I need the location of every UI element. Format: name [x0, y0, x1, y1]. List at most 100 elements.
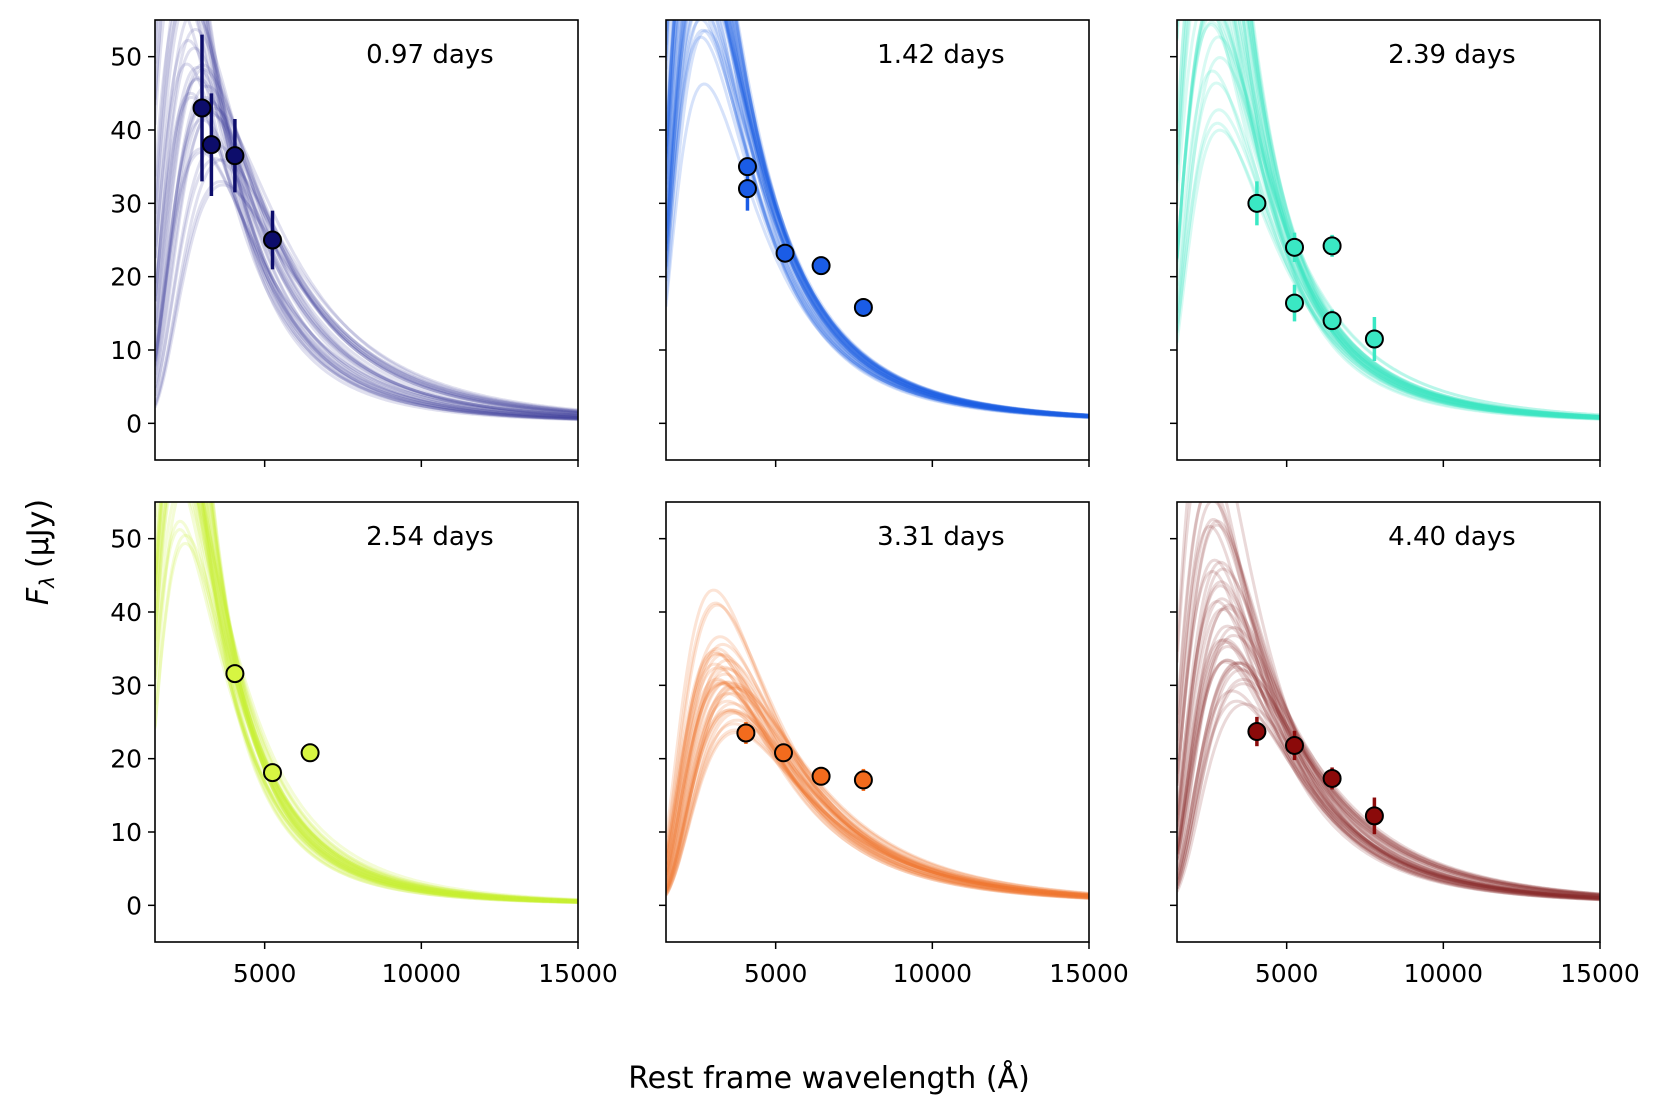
model-curve: [666, 20, 1089, 418]
y-tick-label: 20: [110, 263, 142, 292]
model-curve: [666, 708, 1089, 897]
model-curve: [155, 533, 578, 902]
model-curve: [155, 20, 578, 420]
model-curve: [1177, 607, 1600, 900]
model-curve: [1177, 584, 1600, 900]
model-curve: [155, 95, 578, 420]
model-curve: [1249, 20, 1600, 419]
model-curve: [155, 502, 578, 903]
data-points: [736, 722, 873, 791]
model-curve: [1177, 20, 1600, 420]
model-curve: [666, 699, 1089, 898]
model-curve: [666, 681, 1089, 899]
model-curve: [1177, 20, 1600, 418]
model-curve: [666, 710, 1089, 898]
model-curve: [155, 502, 578, 903]
model-curve: [1177, 603, 1600, 898]
x-tick-label: 15000: [538, 959, 618, 988]
model-curve: [666, 702, 1089, 897]
model-curve: [1177, 20, 1600, 419]
model-curve: [201, 502, 578, 905]
model-curve: [1177, 658, 1600, 900]
panel-label: 1.42 days: [877, 40, 1005, 70]
model-curve: [1177, 20, 1600, 419]
model-curve: [1177, 599, 1600, 901]
y-axis-title-sub: λ: [35, 576, 59, 589]
data-point: [853, 770, 873, 790]
model-curve: [1177, 517, 1600, 900]
model-curve: [666, 20, 1089, 419]
model-curve: [155, 38, 578, 419]
model-curve: [666, 20, 1089, 418]
model-curve: [209, 502, 578, 904]
x-tick-label: 15000: [1560, 959, 1640, 988]
model-curve: [203, 502, 578, 904]
model-curve: [155, 20, 578, 418]
model-curve: [155, 502, 578, 902]
model-curve: [666, 20, 1089, 418]
model-curve: [1177, 20, 1600, 419]
model-curve: [1177, 625, 1600, 897]
model-curve: [1177, 22, 1600, 419]
data-point: [853, 297, 873, 317]
model-curve: [155, 28, 578, 417]
model-curve: [1177, 638, 1600, 901]
model-curve: [666, 603, 1089, 898]
y-tick-label: 50: [110, 43, 142, 72]
model-curve: [666, 20, 1089, 417]
model-curve: [1249, 20, 1600, 420]
model-curves: [1177, 502, 1600, 902]
model-curve: [666, 677, 1089, 900]
model-curve: [155, 502, 578, 903]
model-curve: [155, 150, 578, 418]
model-curve: [1241, 20, 1600, 421]
model-curve: [666, 29, 1089, 417]
model-curve: [155, 84, 578, 414]
model-curve: [666, 708, 1089, 899]
panel-frame: [154, 501, 579, 943]
model-curve: [204, 502, 578, 904]
model-curve: [155, 108, 578, 415]
model-curve: [1177, 699, 1600, 899]
model-curve: [666, 20, 1089, 419]
data-point: [201, 135, 221, 155]
model-curve: [1177, 633, 1600, 897]
x-tick-label: 10000: [382, 959, 462, 988]
model-curve: [666, 28, 1089, 418]
model-curve: [208, 502, 578, 903]
model-curve: [666, 681, 1089, 899]
model-curve: [666, 635, 1089, 898]
model-curve: [1177, 519, 1600, 899]
model-curve: [1177, 20, 1600, 418]
data-point: [811, 256, 831, 276]
model-curve: [155, 541, 578, 902]
model-curve: [155, 502, 578, 903]
model-curve: [1177, 20, 1600, 419]
data-point: [1364, 329, 1384, 349]
data-point: [192, 98, 212, 118]
model-curve: [155, 91, 578, 420]
panel-label: 3.31 days: [877, 522, 1005, 552]
y-tick-label: 0: [126, 891, 142, 920]
model-curve: [210, 502, 578, 904]
model-curve: [1177, 661, 1600, 897]
y-axis-title-main: F: [21, 587, 56, 605]
panel-label: 0.97 days: [366, 40, 494, 70]
model-curve: [155, 158, 578, 412]
model-curve: [1177, 524, 1600, 901]
model-curve: [666, 680, 1089, 897]
y-tick-label: 10: [110, 336, 142, 365]
data-point: [1285, 237, 1304, 257]
model-curve: [1177, 20, 1600, 420]
model-curve: [666, 20, 1089, 417]
model-curve: [155, 502, 578, 903]
model-curve: [666, 20, 1089, 418]
data-point: [1364, 806, 1384, 826]
panel-frame: [665, 19, 1090, 461]
model-curve: [1177, 677, 1600, 896]
model-curve: [666, 691, 1089, 896]
model-curve: [666, 20, 1089, 419]
model-curve: [1177, 569, 1600, 902]
model-curve: [666, 20, 1089, 417]
model-curve: [666, 20, 1089, 418]
